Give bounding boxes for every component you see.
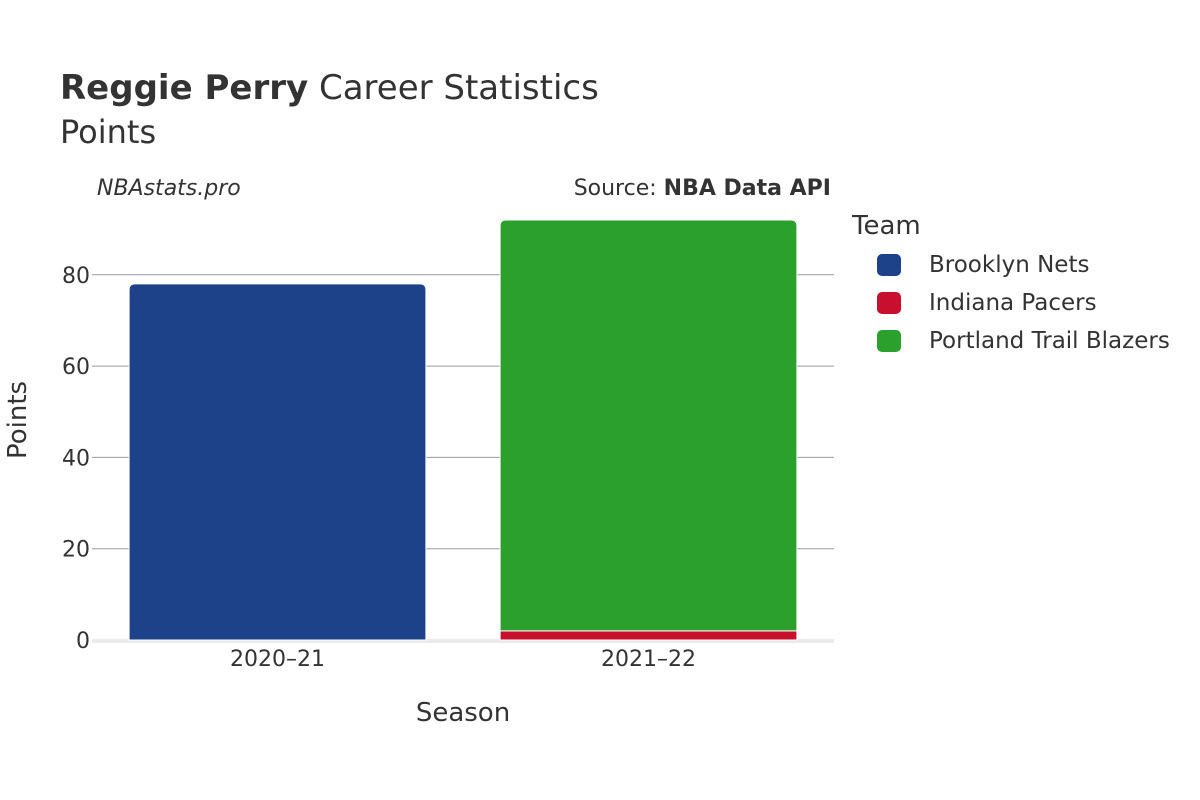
y-tick-label: 80 bbox=[62, 264, 90, 289]
y-tick-label: 60 bbox=[62, 355, 90, 380]
legend: Team Brooklyn Nets Indiana Pacers Portland… bbox=[852, 206, 1170, 360]
x-tick-label: 2021–22 bbox=[601, 647, 696, 672]
chart-title: Reggie Perry Career Statistics bbox=[60, 66, 599, 110]
legend-label: Portland Trail Blazers bbox=[929, 328, 1170, 354]
bar-segment[interactable] bbox=[128, 283, 427, 641]
bar-segment[interactable] bbox=[499, 630, 798, 641]
x-tick-labels: 2020–21 2021–22 bbox=[230, 647, 696, 672]
legend-title: Team bbox=[852, 211, 921, 241]
y-tick-label: 0 bbox=[76, 629, 90, 654]
legend-swatch bbox=[877, 292, 901, 314]
legend-item[interactable]: Portland Trail Blazers bbox=[877, 322, 1170, 360]
y-tick-label: 20 bbox=[62, 538, 90, 563]
source-credit: Source: NBA Data API bbox=[574, 176, 831, 201]
legend-item[interactable]: Brooklyn Nets bbox=[877, 246, 1089, 284]
legend-item[interactable]: Indiana Pacers bbox=[877, 284, 1097, 322]
legend-label: Brooklyn Nets bbox=[929, 252, 1090, 278]
source-prefix: Source: bbox=[573, 176, 664, 201]
y-axis-label: Points bbox=[3, 381, 33, 459]
legend-label: Indiana Pacers bbox=[929, 290, 1097, 316]
x-axis-label: Season bbox=[416, 698, 510, 728]
bars bbox=[128, 219, 798, 641]
bar-segment[interactable] bbox=[499, 219, 798, 632]
chart-subtitle: Points bbox=[60, 113, 157, 151]
source-name: NBA Data API bbox=[663, 176, 831, 201]
chart-title-rest: Career Statistics bbox=[308, 68, 599, 108]
legend-items: Brooklyn Nets Indiana Pacers Portland Trai… bbox=[852, 246, 1170, 360]
x-tick-label: 2020–21 bbox=[230, 647, 325, 672]
watermark: NBAstats.pro bbox=[97, 176, 241, 201]
chart-title-player: Reggie Perry bbox=[60, 68, 309, 108]
legend-swatch bbox=[877, 254, 901, 276]
legend-swatch bbox=[877, 330, 901, 352]
y-tick-labels: 0 20 40 60 80 bbox=[62, 264, 90, 654]
y-tick-label: 40 bbox=[62, 446, 90, 471]
